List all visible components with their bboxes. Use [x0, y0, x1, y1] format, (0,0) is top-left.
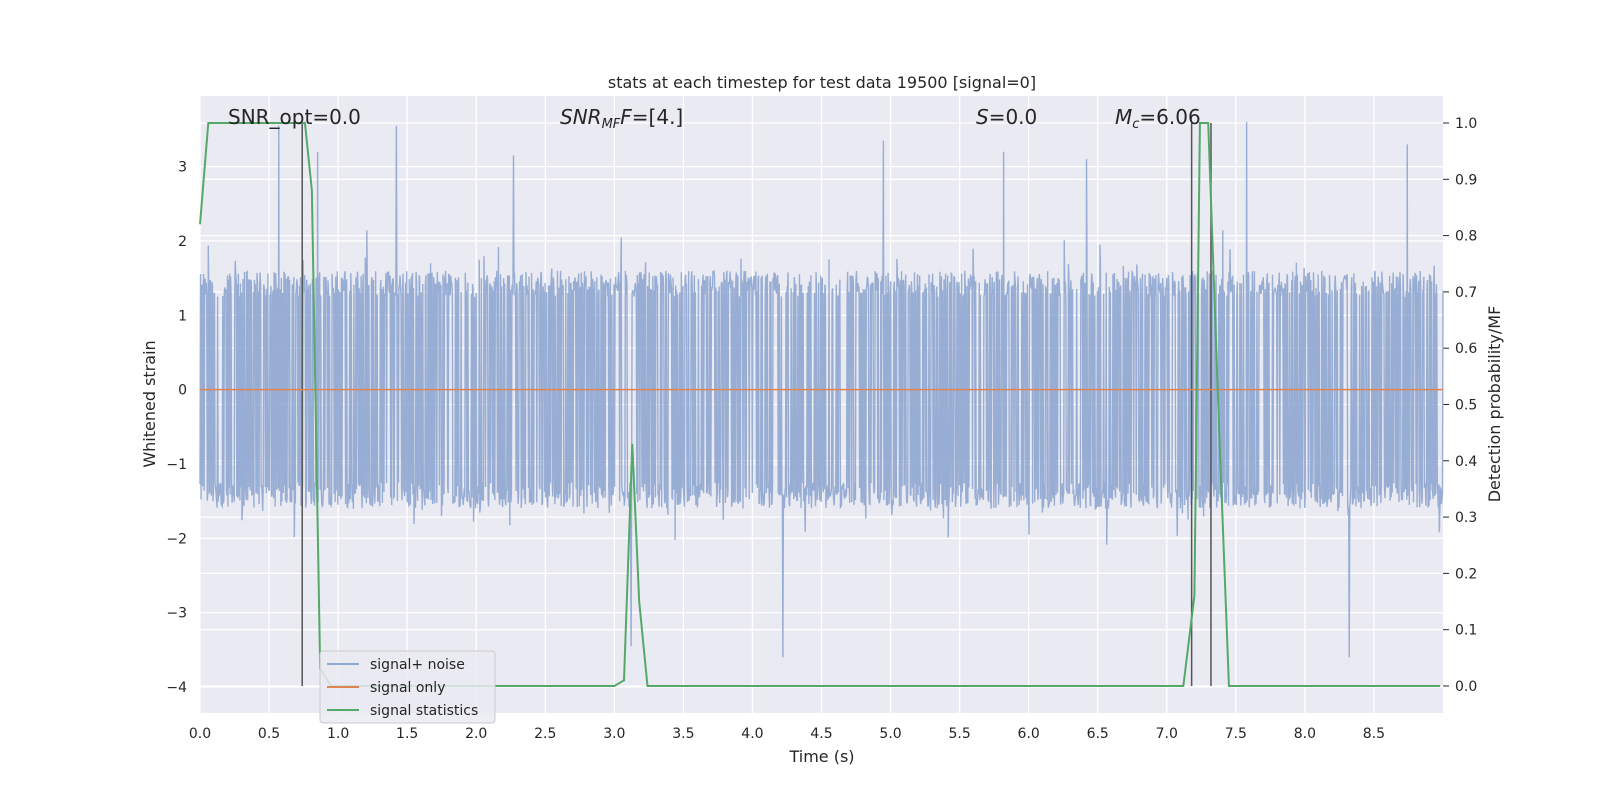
- right-y-axis-label: Detection probability/MF: [1485, 306, 1504, 503]
- left-y-tick-labels: 3 2 1 0 −1 −2 −3 −4: [166, 160, 187, 696]
- legend-label: signal+ noise: [370, 657, 465, 673]
- annotation-mc-sub: c: [1132, 117, 1139, 132]
- x-tick-label: 3.5: [672, 726, 694, 742]
- x-tick-label: 7.5: [1225, 726, 1247, 742]
- right-y-tick-label: 0.5: [1455, 398, 1477, 414]
- left-y-tick-label: 0: [178, 383, 187, 399]
- legend-box: [319, 650, 496, 724]
- series-signal-noise: [199, 122, 1444, 658]
- right-y-tick-label: 0.1: [1455, 623, 1477, 639]
- left-y-tick-label: −2: [166, 531, 187, 547]
- annotation-mc: Mc=6.06: [1115, 105, 1201, 132]
- annotation-mc-value: =6.06: [1139, 105, 1200, 129]
- right-y-tick-label: 0.7: [1455, 285, 1477, 301]
- x-tick-label: 2.5: [534, 726, 556, 742]
- x-tick-labels: 0.0 0.5 1.0 1.5 2.0 2.5 3.0 3.5 4.0 4.5 5.0 5.5 6.0 6…: [189, 726, 1385, 742]
- right-y-tick-label: 1.0: [1455, 116, 1477, 132]
- right-y-tick-label: 0.9: [1455, 172, 1477, 188]
- x-axis-label: Time (s): [788, 747, 854, 766]
- right-y-tick-labels: 1.0 0.9 0.8 0.7 0.6 0.5 0.4 0.3 0.2 0.1 0.0: [1455, 116, 1477, 695]
- right-y-tick-label: 0.3: [1455, 510, 1477, 526]
- left-y-tick-label: −3: [166, 606, 187, 622]
- annotation-snr-mf-sub: MF: [602, 117, 621, 132]
- right-y-tick-label: 0.8: [1455, 229, 1477, 245]
- x-tick-label: 3.0: [603, 726, 625, 742]
- x-tick-label: 7.0: [1156, 726, 1178, 742]
- annotation-snr-mf-value: =[4.]: [632, 105, 683, 129]
- x-tick-label: 0.5: [258, 726, 280, 742]
- left-y-tick-label: 1: [178, 308, 187, 324]
- right-y-tick-label: 0.2: [1455, 566, 1477, 582]
- right-y-tick-label: 0.6: [1455, 341, 1477, 357]
- x-tick-label: 6.0: [1018, 726, 1040, 742]
- series-signal-statistics: [199, 122, 1441, 687]
- annotation-s-main: S: [976, 105, 989, 129]
- annotation-mc-main: M: [1115, 105, 1132, 129]
- x-tick-label: 4.5: [810, 726, 832, 742]
- x-tick-label: 0.0: [189, 726, 211, 742]
- x-tick-label: 2.0: [465, 726, 487, 742]
- left-y-tick-label: −1: [166, 457, 187, 473]
- annotation-s-value: =0.0: [989, 105, 1038, 129]
- legend-label: signal statistics: [370, 703, 478, 719]
- signal-statistics-line: [199, 122, 1441, 687]
- x-tick-label: 1.5: [396, 726, 418, 742]
- x-tick-label: 8.5: [1363, 726, 1385, 742]
- right-y-tick-label: 0.4: [1455, 454, 1477, 470]
- left-y-tick-label: 2: [178, 234, 187, 250]
- left-y-axis-label: Whitened strain: [140, 340, 159, 467]
- signal-noise-line: [199, 122, 1444, 658]
- x-tick-label: 1.0: [327, 726, 349, 742]
- annotation-snr-mf-main: SNR: [560, 105, 602, 129]
- left-y-tick-label: −4: [166, 680, 187, 696]
- annotation-snr-mf: SNRMFF=[4.]: [560, 105, 683, 132]
- legend-label: signal only: [370, 680, 445, 696]
- annotation-snr-mf-f: F: [620, 105, 632, 129]
- x-tick-label: 6.5: [1087, 726, 1109, 742]
- x-tick-label: 5.5: [948, 726, 970, 742]
- legend: signal+ noise signal only signal statistic…: [319, 650, 496, 724]
- x-tick-label: 5.0: [879, 726, 901, 742]
- left-y-tick-label: 3: [178, 160, 187, 176]
- annotation-s: S=0.0: [976, 105, 1037, 129]
- right-y-tick-label: 0.0: [1455, 679, 1477, 695]
- x-tick-label: 4.0: [741, 726, 763, 742]
- x-tick-label: 8.0: [1294, 726, 1316, 742]
- chart-title: stats at each timestep for test data 195…: [608, 73, 1036, 92]
- annotation-snr-opt: SNR_opt=0.0: [228, 105, 361, 129]
